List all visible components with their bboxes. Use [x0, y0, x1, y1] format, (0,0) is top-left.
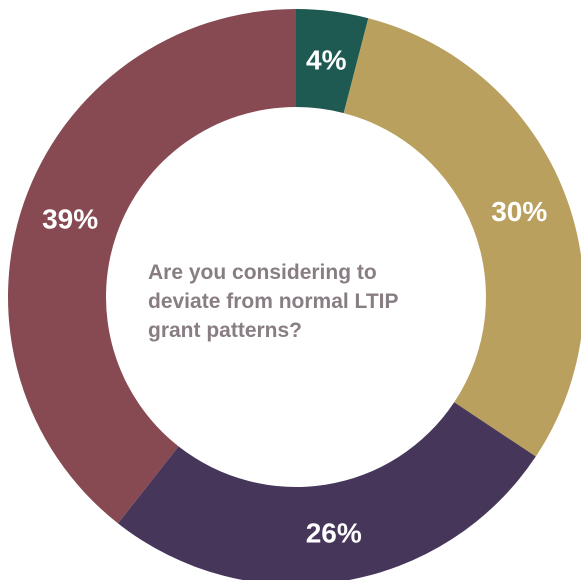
chart-title-line-1: Are you considering to — [148, 261, 377, 284]
slice-label-30pct: 30% — [491, 196, 547, 227]
chart-title-line-2: deviate from normal LTIP — [148, 290, 399, 313]
donut-slices — [7, 9, 581, 580]
chart-title-line-3: grant patterns? — [148, 319, 303, 342]
slice-label-26pct: 26% — [306, 517, 362, 548]
slice-label-39pct: 39% — [42, 203, 98, 234]
slice-39pct — [7, 9, 296, 524]
slice-26pct — [117, 402, 536, 580]
slice-30pct — [343, 18, 581, 457]
slice-4pct — [296, 9, 369, 114]
slice-labels: 4% 30% 26% 39% — [42, 44, 547, 548]
chart-title: Are you considering to deviate from norm… — [148, 258, 448, 345]
slice-label-4pct: 4% — [306, 44, 347, 75]
